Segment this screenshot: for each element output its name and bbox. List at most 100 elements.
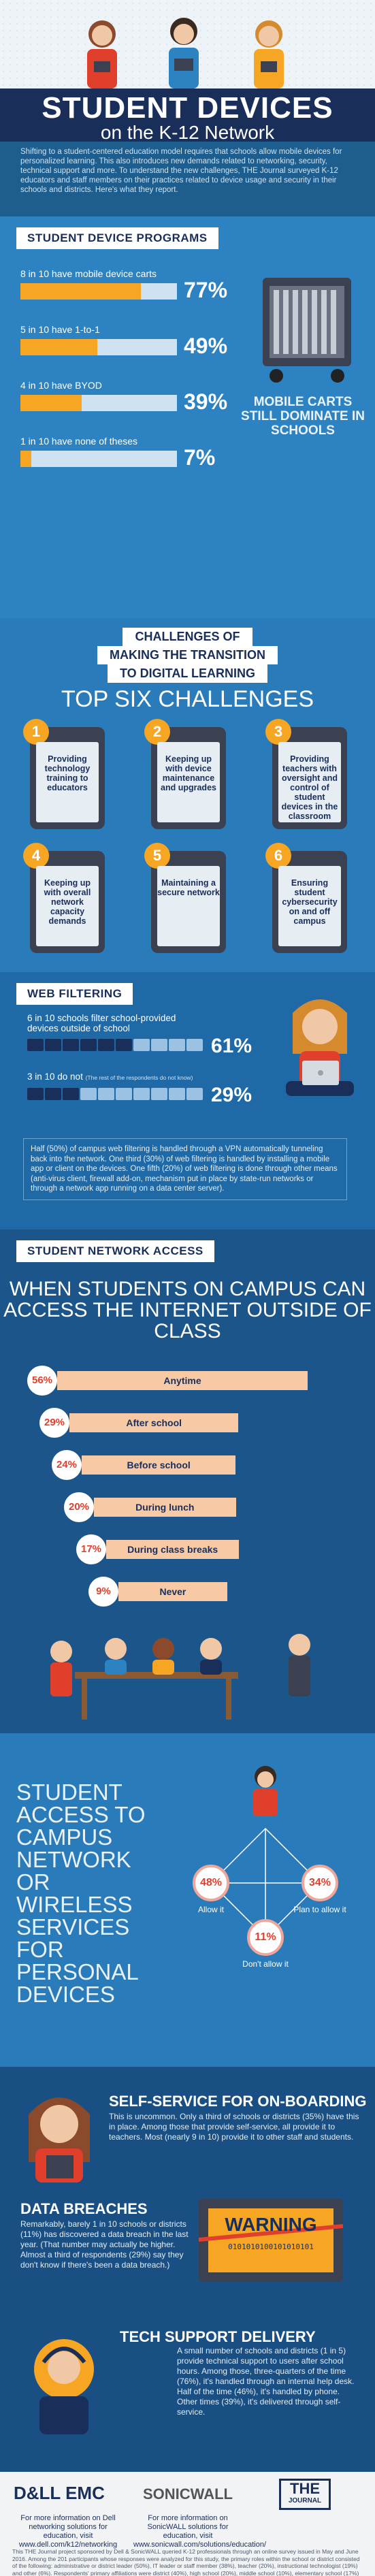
challenge-number: 5 (144, 843, 170, 869)
program-bar (20, 283, 142, 300)
challenges-heading-line3: TO DIGITAL LEARNING (107, 664, 267, 683)
warning-sign-icon (199, 2199, 343, 2282)
webfilter-note: Half (50%) of campus web filtering is ha… (23, 1138, 347, 1200)
the-journal-logo-line1: THE (290, 2480, 320, 2497)
challenge-number: 3 (265, 719, 291, 745)
mobile-cart-icon (263, 278, 351, 383)
program-pct: 77% (184, 278, 228, 302)
self-service-text: This is uncommon. Only a third of school… (109, 2112, 359, 2142)
student-laptop-illustration (286, 999, 354, 1096)
webfilter-dots-filtered (27, 1039, 203, 1051)
campus-allow-pct: 48% (193, 1865, 229, 1901)
tech-support-title: TECH SUPPORT DELIVERY (120, 2328, 316, 2345)
webfilter-pct2: 29% (211, 1084, 252, 1106)
programs-section: STUDENT DEVICE PROGRAMS 8 in 10 have mob… (0, 216, 375, 618)
program-row: 8 in 10 have mobile device carts 77% (20, 268, 231, 302)
challenge-number: 2 (144, 719, 170, 745)
survey-methodology: This THE Journal project sponsored by De… (12, 2548, 360, 2576)
access-bar: During class breaks (106, 1540, 240, 1559)
challenges-section: CHALLENGES OF MAKING THE TRANSITION TO D… (0, 618, 375, 972)
dell-info-text: For more information on Dell networking … (18, 2514, 118, 2549)
sonicwall-logo: SONICWALL (143, 2485, 233, 2502)
tech-support-text: A small number of schools and districts … (177, 2346, 355, 2417)
campus-plan-label: Plan to allow it (293, 1905, 346, 1914)
webfilter-dot (63, 1039, 79, 1051)
challenge-text: Keeping up with device maintenance and u… (157, 742, 220, 822)
warning-bits: 0101010100101010101 (228, 2242, 314, 2251)
program-bar-track (20, 395, 177, 411)
student-phone-figure (253, 1766, 278, 1816)
program-pct: 7% (184, 445, 216, 470)
challenge-number: 6 (265, 843, 291, 869)
program-label: 4 in 10 have BYOD (20, 380, 102, 391)
access-bar: Before school (82, 1455, 236, 1475)
program-bar-track (20, 339, 177, 355)
challenge-number: 1 (23, 719, 49, 745)
campus-deny-label: Don't allow it (242, 1959, 289, 1969)
webfilter-dot (186, 1039, 203, 1051)
bottom-section: SELF-SERVICE FOR ON-BOARDING This is unc… (0, 2067, 375, 2472)
footer: D&LL EMC SONICWALL THE JOURNAL For more … (0, 2472, 375, 2576)
program-pct: 39% (184, 389, 228, 414)
webfilter-title: WEB FILTERING (16, 983, 133, 1005)
webfilter-dot (151, 1088, 167, 1100)
program-row: 1 in 10 have none of theses 7% (20, 436, 231, 470)
program-bar (20, 451, 32, 467)
program-label: 5 in 10 have 1-to-1 (20, 324, 100, 335)
access-pct: 24% (52, 1450, 82, 1480)
challenge-tablet: 4 Keeping up with overall network capacit… (23, 843, 105, 953)
self-service-title: SELF-SERVICE FOR ON-BOARDING (109, 2093, 367, 2110)
challenge-tablet: 6 Ensuring student cybersecurity on and o… (265, 843, 347, 953)
breach-title: DATA BREACHES (20, 2200, 148, 2217)
webfilter-line2-note: (The rest of the respondents do not know… (85, 1074, 193, 1081)
breach-text: Remarkably, barely 1 in 10 schools or di… (20, 2219, 189, 2270)
student-figure-2 (169, 18, 199, 88)
access-bar: Anytime (57, 1371, 308, 1390)
webfilter-dot (80, 1088, 97, 1100)
support-agent-illustration (34, 2339, 94, 2434)
webfilter-dot (169, 1039, 185, 1051)
access-pct: 9% (88, 1577, 118, 1607)
webfilter-dot (98, 1039, 114, 1051)
webfilter-dot (133, 1088, 150, 1100)
top-six-title: TOP SIX CHALLENGES (61, 686, 314, 712)
page-title: STUDENT DEVICES (42, 91, 333, 125)
webfilter-dot (116, 1088, 132, 1100)
access-pct: 20% (64, 1492, 94, 1522)
webfilter-dots-unfiltered (27, 1088, 203, 1100)
challenge-text: Providing technology training to educato… (36, 742, 99, 822)
program-row: 4 in 10 have BYOD 39% (20, 380, 231, 414)
students-table-illustration (50, 1634, 310, 1720)
campus-heading: STUDENT ACCESS TO CAMPUS NETWORK OR WIRE… (16, 1780, 146, 2007)
program-bar-track (20, 451, 177, 467)
challenge-tablet: 5 Maintaining a secure network (144, 843, 226, 953)
webfilter-dot (27, 1088, 44, 1100)
challenge-tablet: 1 Providing technology training to educat… (23, 719, 105, 829)
warning-label: WARNING (225, 2214, 317, 2235)
webfilter-dot (45, 1039, 61, 1051)
webfilter-dot (151, 1039, 167, 1051)
webfilter-dot (80, 1039, 97, 1051)
webfilter-dot (169, 1088, 185, 1100)
challenge-text: Maintaining a secure network (157, 866, 220, 946)
campus-section: STUDENT ACCESS TO CAMPUS NETWORK OR WIRE… (0, 1733, 375, 2067)
challenge-text: Providing teachers with oversight and co… (278, 742, 341, 822)
webfilter-section: WEB FILTERING 6 in 10 schools filter sch… (0, 972, 375, 1229)
dell-emc-logo: D&LL EMC (14, 2483, 105, 2503)
students-illustration (87, 18, 284, 88)
webfilter-dot (27, 1039, 44, 1051)
hero-illustration (0, 0, 375, 129)
campus-deny-pct: 11% (247, 1919, 284, 1956)
program-bar (20, 339, 97, 355)
webfilter-dot (63, 1088, 79, 1100)
student-figure-3 (254, 20, 284, 88)
campus-allow-label: Allow it (197, 1905, 224, 1914)
challenge-tablet: 2 Keeping up with device maintenance and … (144, 719, 226, 829)
webfilter-dot (45, 1088, 61, 1100)
webfilter-dot (116, 1039, 132, 1051)
page-subtitle: on the K-12 Network (100, 122, 275, 143)
intro-text: Shifting to a student-centered education… (20, 148, 342, 194)
webfilter-dot (186, 1088, 203, 1100)
challenges-heading-line1: CHALLENGES OF (123, 628, 252, 646)
